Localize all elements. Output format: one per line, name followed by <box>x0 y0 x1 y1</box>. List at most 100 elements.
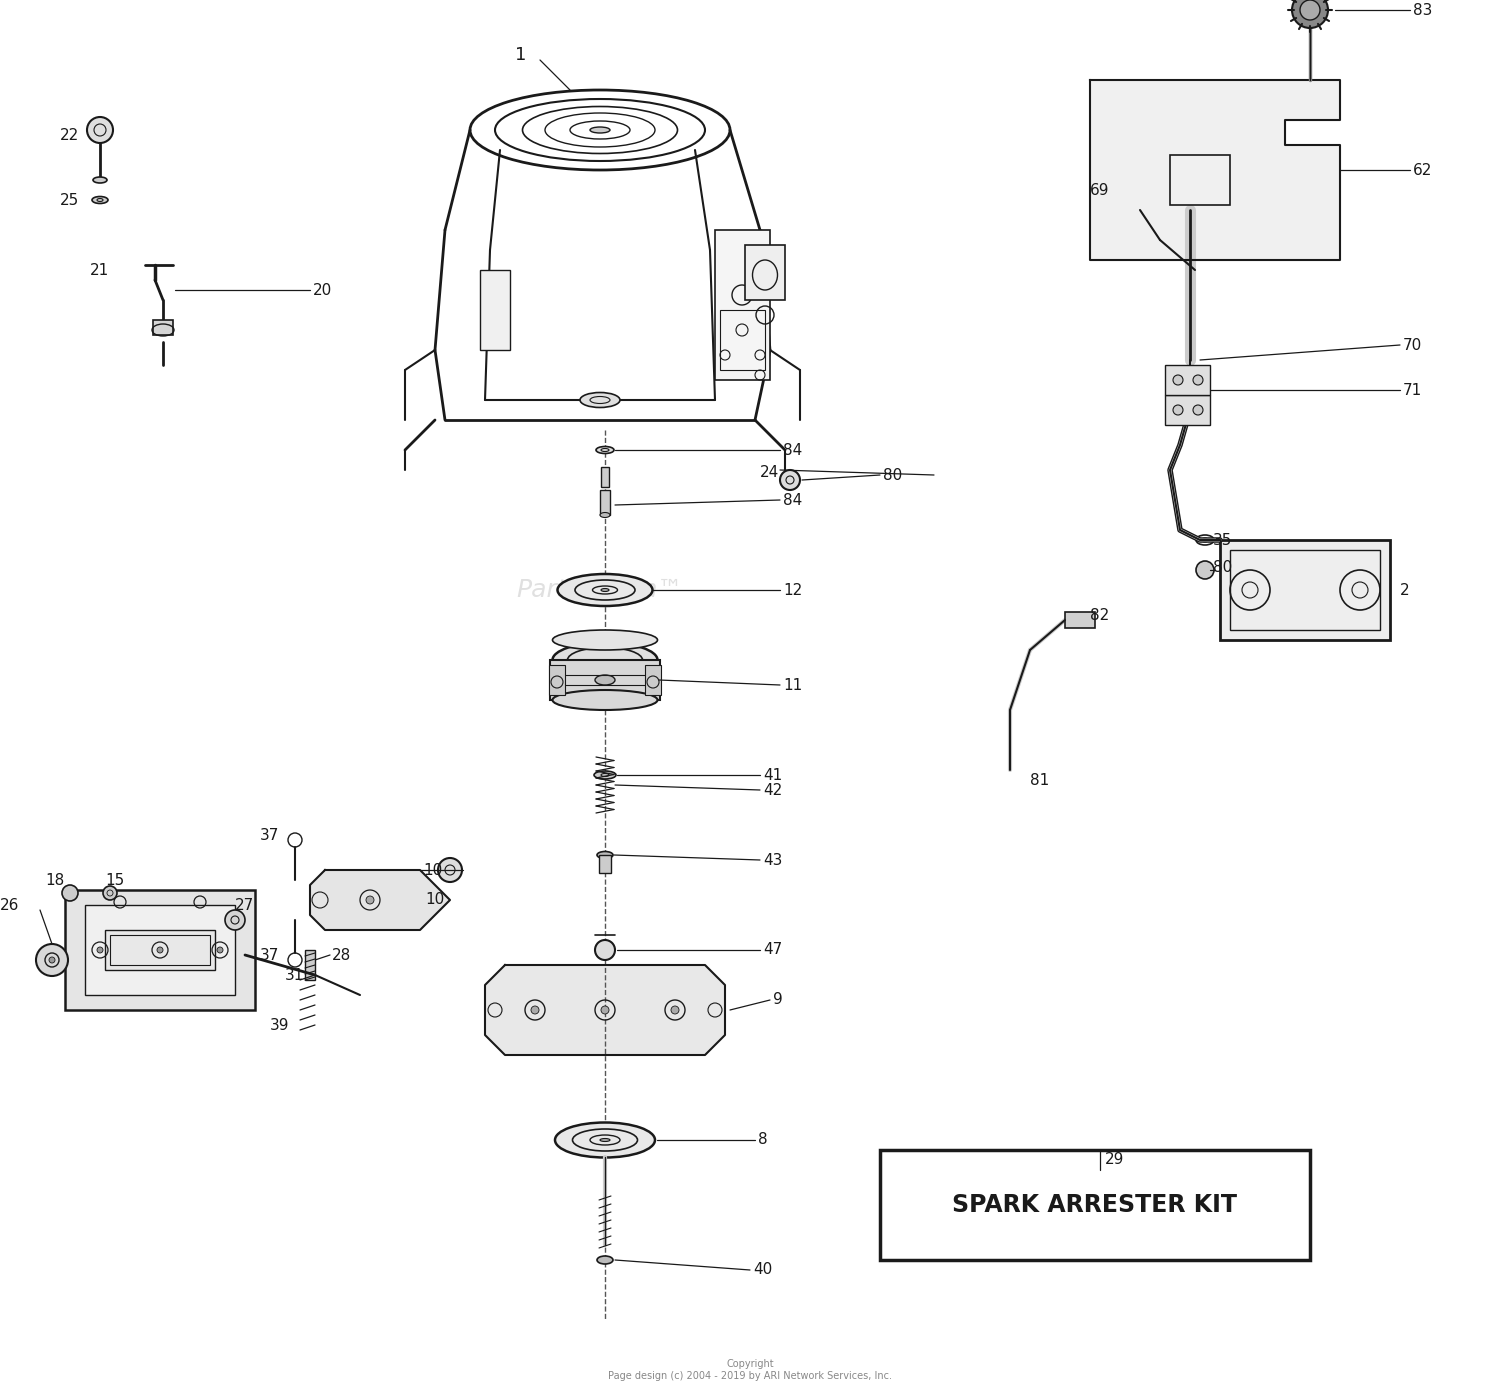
Text: 83: 83 <box>1413 3 1432 18</box>
Ellipse shape <box>596 446 613 453</box>
Text: 28: 28 <box>332 947 351 963</box>
Bar <box>716 229 770 381</box>
Circle shape <box>531 1006 538 1014</box>
Text: 69: 69 <box>1090 182 1110 197</box>
Text: 81: 81 <box>1030 772 1050 788</box>
Circle shape <box>98 947 104 953</box>
Circle shape <box>62 886 78 901</box>
Text: 70: 70 <box>1402 337 1422 353</box>
Polygon shape <box>310 870 450 930</box>
Bar <box>304 950 315 981</box>
Bar <box>64 890 255 1010</box>
Text: 29: 29 <box>1106 1153 1125 1168</box>
Bar <box>550 660 660 700</box>
Ellipse shape <box>558 574 652 606</box>
Text: 1: 1 <box>514 46 526 64</box>
Text: 10: 10 <box>423 863 442 877</box>
Text: PartStream™: PartStream™ <box>518 578 684 602</box>
Text: 71: 71 <box>1402 382 1422 397</box>
Text: 24: 24 <box>760 464 780 480</box>
Circle shape <box>104 886 117 900</box>
Circle shape <box>1173 404 1184 416</box>
Circle shape <box>1192 375 1203 385</box>
Text: 8: 8 <box>758 1133 768 1147</box>
Circle shape <box>87 118 112 143</box>
Circle shape <box>596 940 615 960</box>
Circle shape <box>1196 561 1214 579</box>
Text: 12: 12 <box>783 582 802 597</box>
Text: 39: 39 <box>270 1017 290 1032</box>
Ellipse shape <box>597 852 613 859</box>
Text: 43: 43 <box>764 852 783 867</box>
Text: 62: 62 <box>1413 162 1432 178</box>
Bar <box>1230 550 1380 630</box>
Ellipse shape <box>555 1122 656 1157</box>
Circle shape <box>670 1006 680 1014</box>
Ellipse shape <box>596 674 615 686</box>
Ellipse shape <box>552 690 657 711</box>
Circle shape <box>602 1006 609 1014</box>
Text: 80: 80 <box>1214 560 1233 575</box>
Text: 31: 31 <box>285 968 304 982</box>
Text: 37: 37 <box>260 827 279 842</box>
Bar <box>480 270 510 350</box>
Text: SPARK ARRESTER KIT: SPARK ARRESTER KIT <box>952 1193 1238 1217</box>
Circle shape <box>1300 0 1320 20</box>
Bar <box>105 930 214 970</box>
Ellipse shape <box>600 1139 610 1142</box>
Circle shape <box>36 944 68 977</box>
Polygon shape <box>484 965 724 1055</box>
Text: 20: 20 <box>314 283 333 298</box>
Text: 41: 41 <box>764 768 783 782</box>
Text: 15: 15 <box>105 873 125 887</box>
Circle shape <box>780 470 800 490</box>
Text: 35: 35 <box>1214 533 1233 547</box>
Text: 11: 11 <box>783 677 802 693</box>
Ellipse shape <box>590 127 610 133</box>
Text: 18: 18 <box>45 873 64 887</box>
Text: 25: 25 <box>60 193 80 207</box>
Text: 80: 80 <box>884 467 903 483</box>
Circle shape <box>158 947 164 953</box>
Ellipse shape <box>594 771 616 779</box>
Bar <box>720 311 765 369</box>
Ellipse shape <box>552 630 657 651</box>
Ellipse shape <box>600 512 610 518</box>
Ellipse shape <box>602 589 609 592</box>
Text: 37: 37 <box>260 947 279 963</box>
Bar <box>602 467 609 487</box>
Circle shape <box>225 909 245 930</box>
Circle shape <box>1173 375 1184 385</box>
Circle shape <box>1192 404 1203 416</box>
Bar <box>110 935 210 965</box>
Circle shape <box>1292 0 1328 28</box>
Circle shape <box>438 858 462 881</box>
Text: 84: 84 <box>783 492 802 508</box>
Text: 40: 40 <box>753 1262 772 1277</box>
Bar <box>1166 395 1210 425</box>
Bar <box>1166 365 1210 395</box>
Ellipse shape <box>580 393 620 407</box>
Bar <box>1065 611 1095 628</box>
Text: 2: 2 <box>1400 582 1410 597</box>
Bar <box>600 490 610 515</box>
Text: 22: 22 <box>60 127 80 143</box>
Text: 9: 9 <box>772 992 783 1007</box>
Text: 26: 26 <box>0 898 20 912</box>
Bar <box>153 320 173 334</box>
Bar <box>549 665 566 695</box>
Bar <box>598 855 610 873</box>
Polygon shape <box>1090 80 1340 260</box>
Text: 10: 10 <box>424 893 444 908</box>
Bar <box>645 665 662 695</box>
Ellipse shape <box>552 642 657 677</box>
Text: 21: 21 <box>90 263 110 277</box>
Text: 82: 82 <box>1090 607 1108 623</box>
Ellipse shape <box>93 178 106 183</box>
Text: 42: 42 <box>764 782 783 797</box>
Bar <box>746 245 784 299</box>
Text: Copyright
Page design (c) 2004 - 2019 by ARI Network Services, Inc.: Copyright Page design (c) 2004 - 2019 by… <box>608 1360 892 1381</box>
Bar <box>86 905 236 995</box>
Text: 27: 27 <box>236 898 255 912</box>
Bar <box>1170 155 1230 206</box>
